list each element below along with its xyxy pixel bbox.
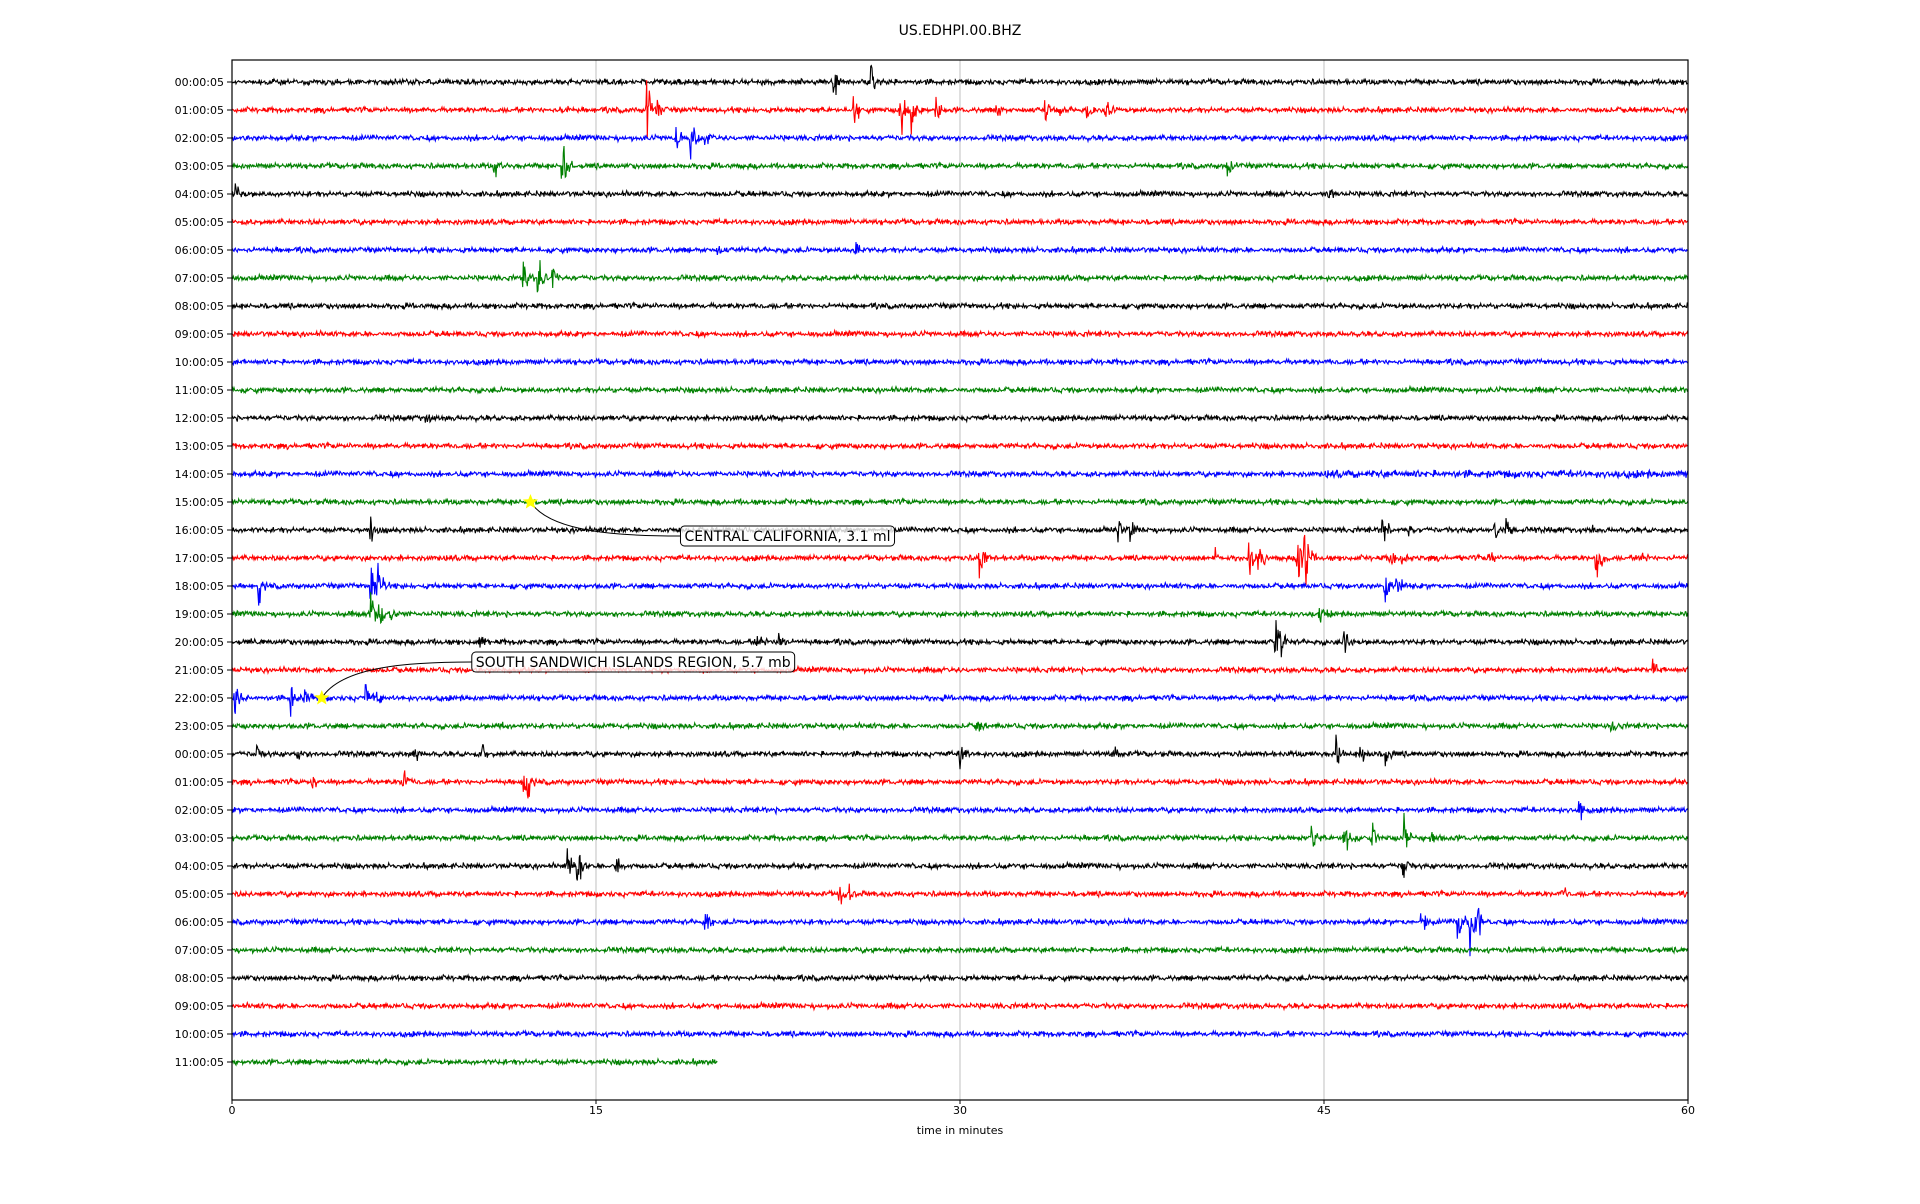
y-tick-label: 14:00:05	[175, 468, 224, 481]
y-tick-label: 13:00:05	[175, 440, 224, 453]
trace-22:00:05	[231, 684, 1689, 717]
trace-06:00:05	[231, 241, 1689, 256]
chart-title: US.EDHPI.00.BHZ	[899, 23, 1022, 39]
y-tick-label: 00:00:05	[175, 748, 224, 761]
y-tick-label: 11:00:05	[175, 384, 224, 397]
annotation-label: CENTRAL CALIFORNIA, 3.1 ml	[684, 529, 890, 545]
trace-07:00:05	[231, 260, 1689, 293]
y-tick-label: 23:00:05	[175, 720, 224, 733]
y-tick-label: 09:00:05	[175, 328, 224, 341]
trace-13:00:05	[231, 440, 1689, 452]
annotation-label: SOUTH SANDWICH ISLANDS REGION, 5.7 mb	[476, 655, 791, 671]
trace-09:00:05	[231, 1000, 1689, 1012]
trace-02:00:05	[231, 801, 1689, 821]
trace-07:00:05	[231, 944, 1689, 956]
y-tick-label: 02:00:05	[175, 132, 224, 145]
trace-10:00:05	[231, 356, 1689, 368]
y-tick-label: 08:00:05	[175, 972, 224, 985]
y-tick-label: 02:00:05	[175, 804, 224, 817]
trace-08:00:05	[231, 972, 1689, 984]
y-tick-label: 18:00:05	[175, 580, 224, 593]
y-tick-label: 05:00:05	[175, 216, 224, 229]
trace-10:00:05	[231, 1028, 1689, 1040]
trace-09:00:05	[231, 328, 1689, 339]
y-tick-label: 05:00:05	[175, 888, 224, 901]
trace-01:00:05	[231, 770, 1689, 799]
trace-05:00:05	[231, 216, 1689, 228]
y-tick-label: 20:00:05	[175, 636, 224, 649]
x-axis-label: time in minutes	[917, 1124, 1004, 1137]
trace-12:00:05	[231, 413, 1689, 424]
x-tick-label: 60	[1681, 1104, 1695, 1117]
y-tick-label: 07:00:05	[175, 272, 224, 285]
trace-03:00:05	[231, 812, 1689, 851]
y-tick-label: 11:00:05	[175, 1056, 224, 1069]
y-tick-label: 06:00:05	[175, 244, 224, 257]
y-tick-label: 15:00:05	[175, 496, 224, 509]
trace-06:00:05	[231, 907, 1689, 957]
y-tick-label: 08:00:05	[175, 300, 224, 313]
trace-00:00:05	[231, 64, 1689, 96]
trace-04:00:05	[231, 183, 1689, 199]
annotation-arrow	[530, 501, 681, 537]
y-tick-label: 12:00:05	[175, 412, 224, 425]
event-star-marker	[314, 690, 330, 705]
y-tick-label: 03:00:05	[175, 832, 224, 845]
y-tick-label: 07:00:05	[175, 944, 224, 957]
y-tick-label: 04:00:05	[175, 860, 224, 873]
y-tick-label: 01:00:05	[175, 776, 224, 789]
trace-20:00:05	[231, 620, 1689, 658]
y-tick-label: 10:00:05	[175, 356, 224, 369]
y-tick-label: 03:00:05	[175, 160, 224, 173]
y-tick-label: 01:00:05	[175, 104, 224, 117]
y-tick-label: 17:00:05	[175, 552, 224, 565]
event-star-marker	[522, 494, 539, 509]
annotation-arrow	[321, 661, 472, 699]
y-tick-label: 22:00:05	[175, 692, 224, 705]
y-tick-label: 16:00:05	[175, 524, 224, 537]
y-axis: 00:00:05 01:00:05 02:00:05 03:00:05 04:00:05…	[175, 76, 232, 1069]
trace-00:00:05	[231, 734, 1689, 770]
trace-16:00:05	[231, 516, 1689, 543]
trace-18:00:05	[231, 562, 1689, 606]
annotations: CENTRAL CALIFORNIA, 3.1 ml SOUTH SANDWICH…	[314, 494, 896, 705]
x-tick-label: 15	[589, 1104, 603, 1117]
y-tick-label: 00:00:05	[175, 76, 224, 89]
trace-04:00:05	[231, 848, 1689, 881]
y-tick-label: 04:00:05	[175, 188, 224, 201]
trace-02:00:05	[231, 126, 1689, 160]
x-tick-label: 45	[1317, 1104, 1331, 1117]
y-tick-label: 10:00:05	[175, 1028, 224, 1041]
trace-15:00:05	[231, 496, 1689, 508]
trace-14:00:05	[231, 468, 1689, 480]
trace-23:00:05	[231, 720, 1689, 733]
y-tick-label: 19:00:05	[175, 608, 224, 621]
annotation-box	[471, 651, 796, 673]
trace-01:00:05	[231, 80, 1689, 139]
trace-19:00:05	[231, 592, 1689, 625]
trace-08:00:05	[231, 300, 1689, 312]
x-tick-label: 30	[953, 1104, 967, 1117]
trace-11:00:05	[231, 1057, 718, 1067]
y-tick-label: 21:00:05	[175, 664, 224, 677]
grid-lines	[595, 60, 1325, 1100]
x-axis: 0 15 30 45 60	[229, 1100, 1695, 1117]
y-tick-label: 06:00:05	[175, 916, 224, 929]
x-tick-label: 0	[229, 1104, 236, 1117]
traces	[231, 64, 1689, 1067]
trace-03:00:05	[231, 145, 1689, 179]
trace-11:00:05	[231, 384, 1689, 395]
y-tick-label: 09:00:05	[175, 1000, 224, 1013]
trace-05:00:05	[231, 883, 1689, 905]
trace-17:00:05	[231, 534, 1689, 586]
annotation-box	[679, 525, 896, 547]
